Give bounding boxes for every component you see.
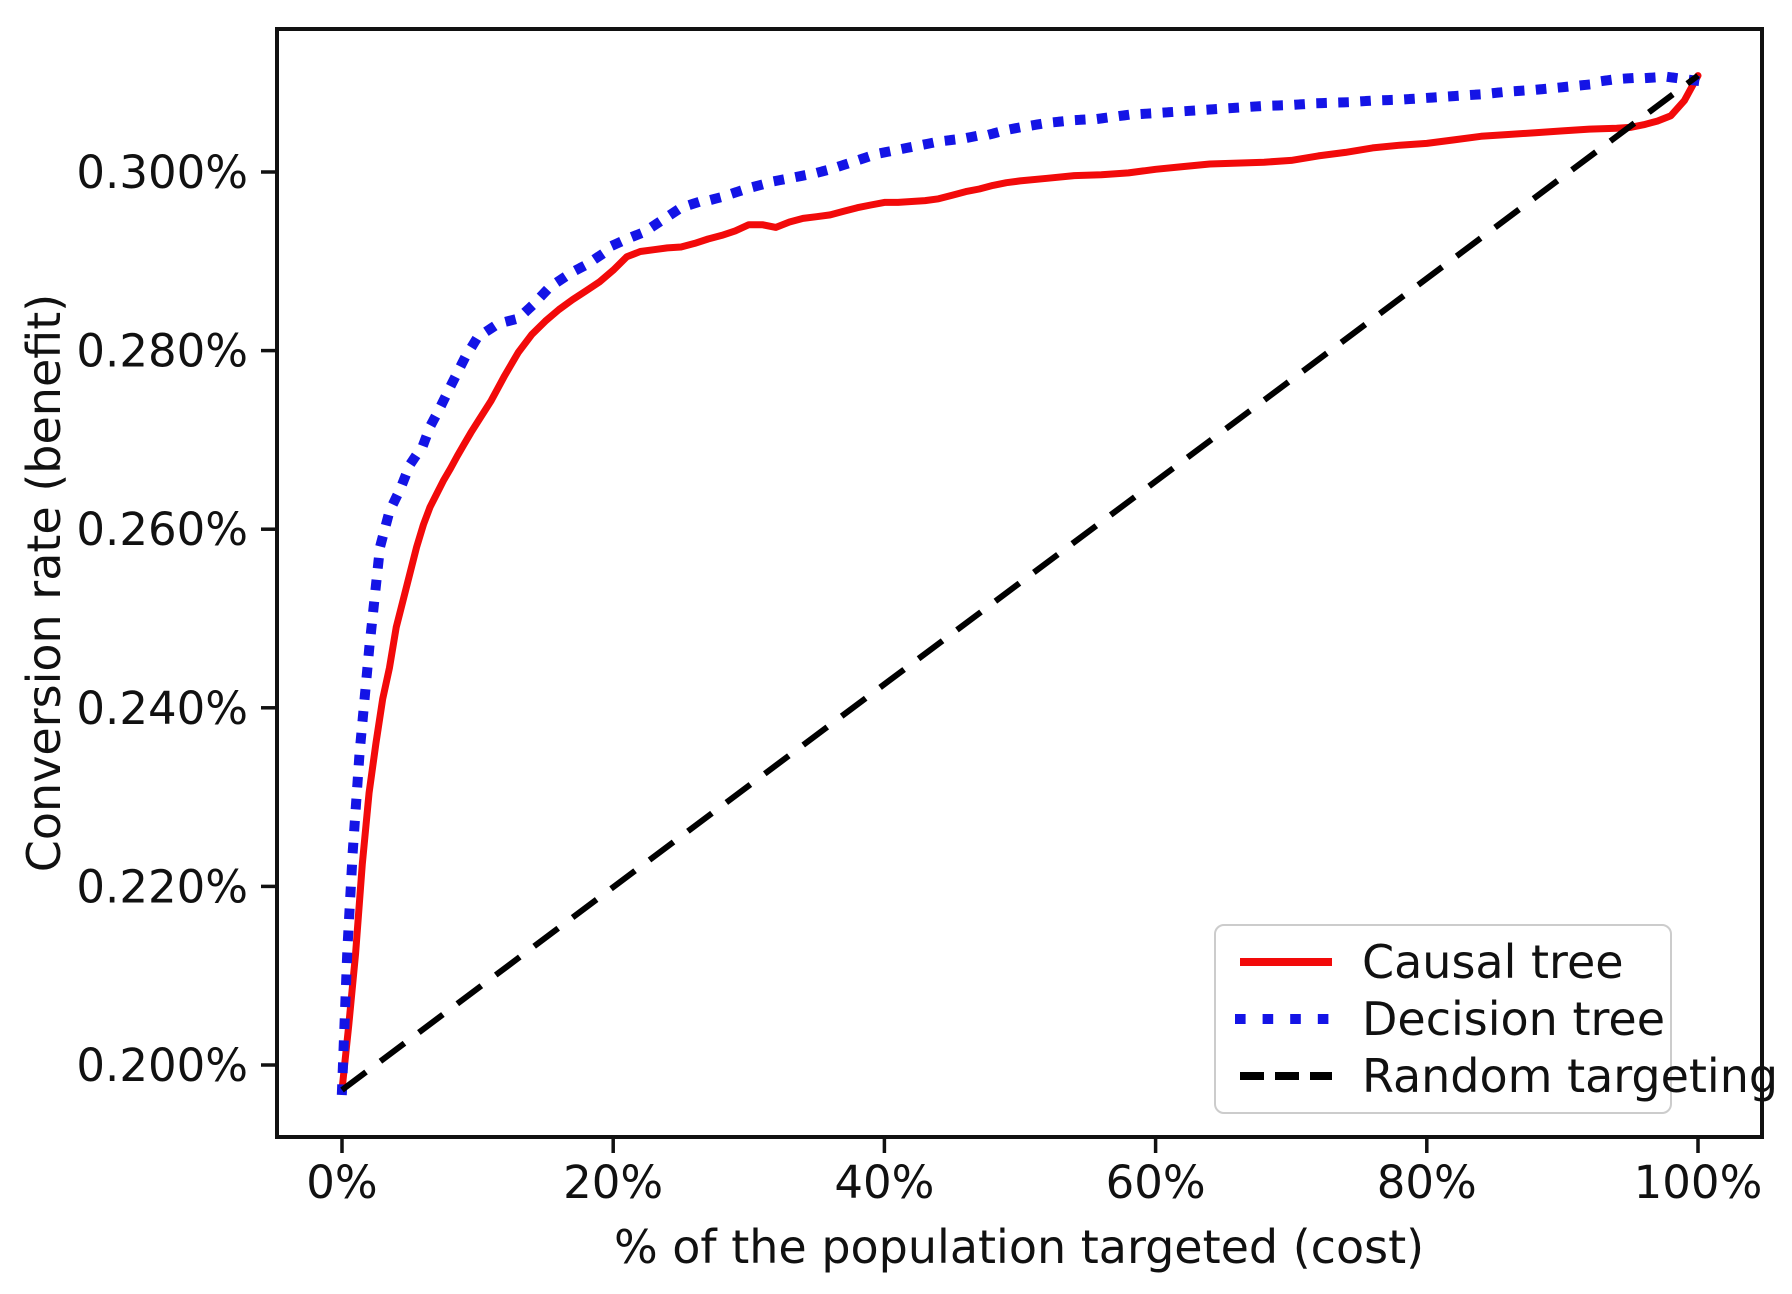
y-tick-label: 0.240% <box>76 682 248 735</box>
legend-swatch-solid-line <box>1240 958 1332 967</box>
series-line-decision-tree <box>336 72 1704 1096</box>
y-tick-label: 0.220% <box>76 860 248 913</box>
legend-entry-decision-tree: Decision tree <box>1234 996 1665 1042</box>
legend-label-random-targeting: Random targeting <box>1362 1048 1779 1103</box>
x-axis-label: % of the population targeted (cost) <box>614 1220 1424 1274</box>
legend-swatch-dotted-line <box>1235 1013 1337 1024</box>
plot-border <box>275 27 1764 1139</box>
series-layer <box>336 72 1704 1096</box>
y-tick-label: 0.280% <box>76 325 248 378</box>
legend-entry-causal-tree: Causal tree <box>1234 939 1652 985</box>
y-tick-label: 0.200% <box>76 1039 248 1092</box>
x-tick-label: 0% <box>306 1156 377 1209</box>
x-tick-label: 20% <box>563 1156 663 1209</box>
x-axis-ticks: 0% 20% 40% 60% 80% 100% <box>306 1137 1762 1209</box>
x-tick-label: 60% <box>1106 1156 1206 1209</box>
legend-label-causal-tree: Causal tree <box>1362 935 1624 990</box>
y-tick-label: 0.260% <box>76 503 248 556</box>
legend: Causal tree Decision tree Random targeti… <box>1214 924 1778 1114</box>
y-axis-label: Conversion rate (benefit) <box>17 294 71 872</box>
y-axis-ticks: 0.200% 0.220% 0.240% 0.260% 0.280% 0.300% <box>76 146 277 1092</box>
x-tick-label: 80% <box>1377 1156 1477 1209</box>
legend-label-decision-tree: Decision tree <box>1362 991 1665 1046</box>
legend-entry-random-targeting: Random targeting <box>1234 1053 1778 1099</box>
y-tick-label: 0.300% <box>76 146 248 199</box>
series-line-causal-tree <box>338 72 1702 1094</box>
x-tick-label: 100% <box>1634 1156 1763 1209</box>
series-line-random-targeting <box>340 73 1700 1093</box>
legend-swatch-dashed-line <box>1240 1071 1332 1080</box>
x-tick-label: 40% <box>834 1156 934 1209</box>
